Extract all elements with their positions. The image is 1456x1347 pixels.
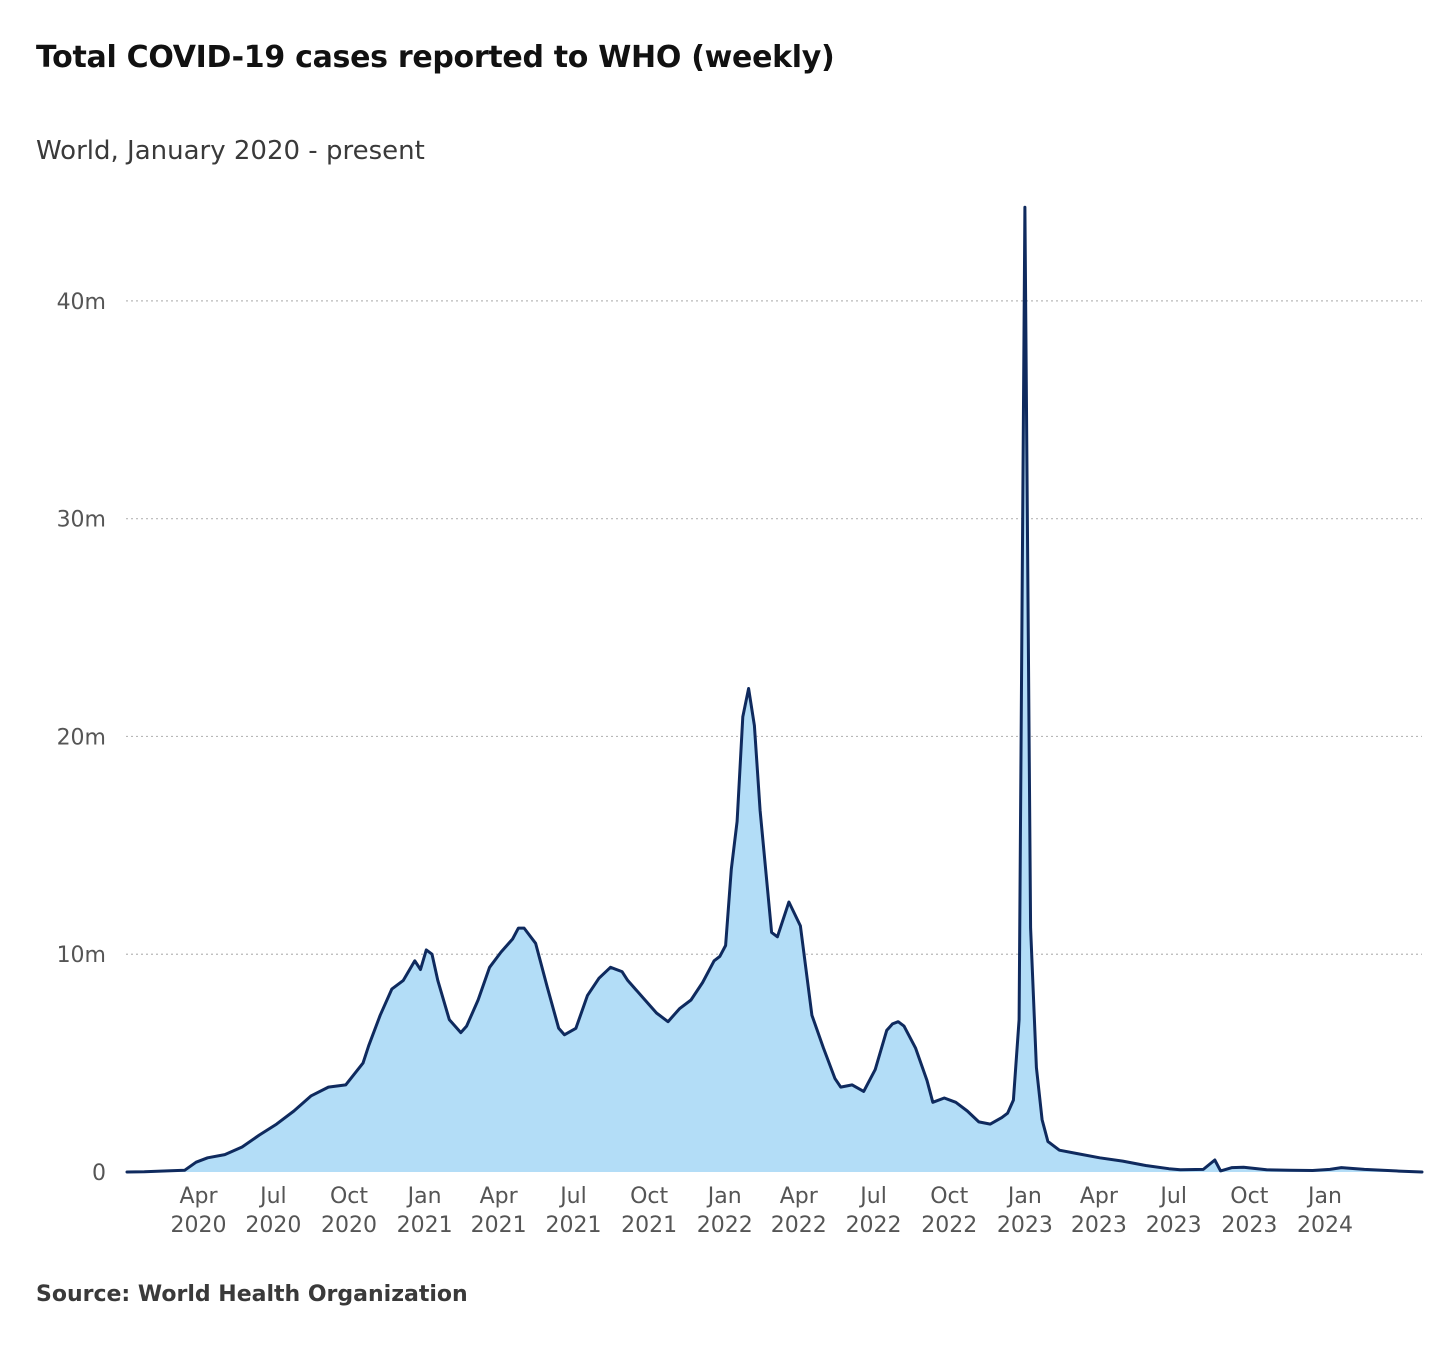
- x-tick-year-label: 2023: [1071, 1213, 1127, 1238]
- x-tick-year-label: 2020: [245, 1213, 301, 1238]
- x-tick-month-label: Oct: [930, 1184, 968, 1209]
- x-tick-month-label: Jan: [1006, 1184, 1042, 1209]
- x-tick-year-label: 2020: [321, 1213, 377, 1238]
- x-tick-year-label: 2022: [771, 1213, 827, 1238]
- x-tick-year-label: 2023: [997, 1213, 1053, 1238]
- x-tick-year-label: 2022: [921, 1213, 977, 1238]
- gridlines: [126, 300, 1422, 955]
- chart-canvas: 0 10m 20m 30m 40m Apr 2020 Jul 2020 Oct 2020 Jan 20…: [57, 205, 1424, 1238]
- area-series: [125, 205, 1424, 1174]
- chart-title: Total COVID-19 cases reported to WHO (we…: [36, 40, 835, 75]
- y-tick-label: 20m: [57, 725, 106, 750]
- x-tick-month-label: Jul: [558, 1184, 587, 1209]
- x-tick-month-label: Jul: [258, 1184, 287, 1209]
- x-tick-month-label: Apr: [780, 1184, 819, 1209]
- x-tick-year-label: 2021: [545, 1213, 601, 1238]
- x-tick-month-label: Apr: [480, 1184, 519, 1209]
- x-tick-month-label: Oct: [630, 1184, 668, 1209]
- x-axis-tick-labels: Apr 2020 Jul 2020 Oct 2020 Jan 2021 Apr 2021 Jul 20…: [171, 1184, 1353, 1238]
- x-tick-month-label: Oct: [1230, 1184, 1268, 1209]
- y-tick-label: 10m: [57, 943, 106, 968]
- x-tick-year-label: 2020: [171, 1213, 227, 1238]
- chart-subtitle: World, January 2020 - present: [36, 136, 425, 166]
- y-axis-tick-labels: 0 10m 20m 30m 40m: [57, 290, 106, 1186]
- x-tick-year-label: 2023: [1146, 1213, 1202, 1238]
- y-tick-label: 40m: [57, 290, 106, 315]
- source-note: Source: World Health Organization: [36, 1282, 468, 1307]
- x-tick-month-label: Jan: [706, 1184, 742, 1209]
- x-tick-year-label: 2022: [697, 1213, 753, 1238]
- x-tick-year-label: 2021: [621, 1213, 677, 1238]
- y-tick-label: 0: [92, 1161, 106, 1186]
- x-tick-month-label: Jan: [1306, 1184, 1342, 1209]
- x-tick-month-label: Apr: [180, 1184, 219, 1209]
- x-tick-month-label: Apr: [1080, 1184, 1119, 1209]
- x-tick-month-label: Oct: [330, 1184, 368, 1209]
- series-line: [125, 205, 1424, 1174]
- x-tick-year-label: 2022: [846, 1213, 902, 1238]
- x-tick-month-label: Jul: [858, 1184, 887, 1209]
- y-tick-label: 30m: [57, 508, 106, 533]
- area-fill: [127, 207, 1422, 1172]
- x-tick-month-label: Jul: [1158, 1184, 1187, 1209]
- x-tick-year-label: 2021: [397, 1213, 453, 1238]
- x-tick-year-label: 2024: [1297, 1213, 1353, 1238]
- x-tick-year-label: 2023: [1221, 1213, 1277, 1238]
- x-tick-year-label: 2021: [471, 1213, 527, 1238]
- x-tick-month-label: Jan: [406, 1184, 442, 1209]
